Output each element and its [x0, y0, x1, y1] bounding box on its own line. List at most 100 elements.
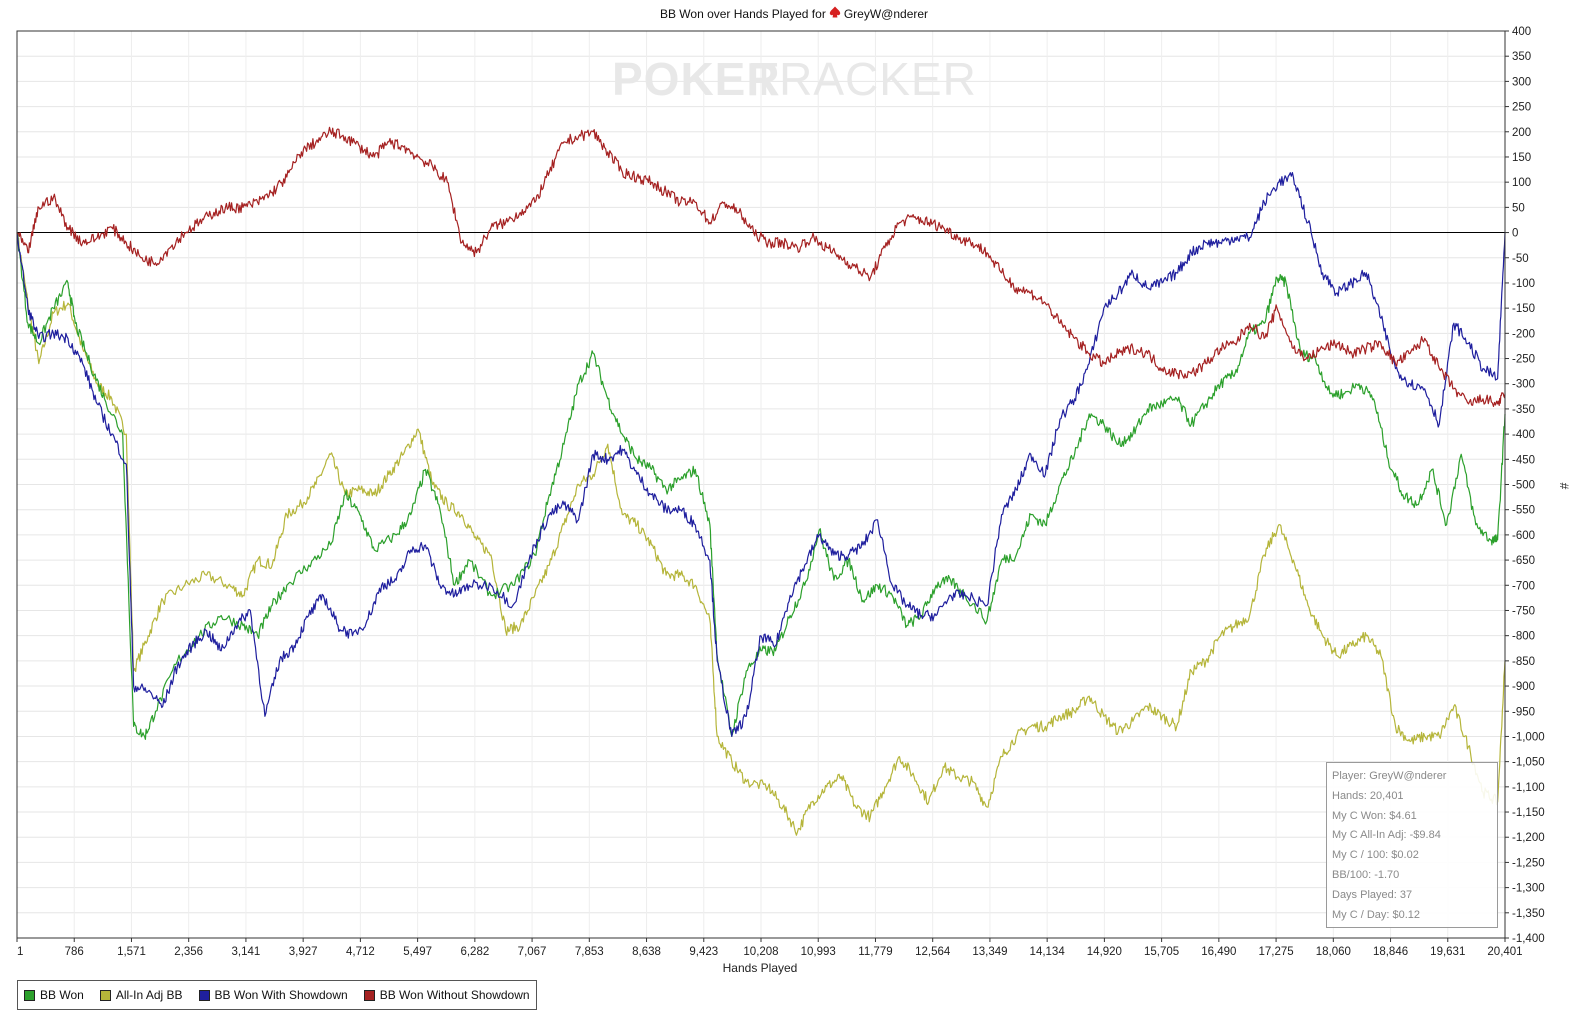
y-tick-label: -1,300: [1512, 883, 1545, 895]
legend-item-allin-adj[interactable]: All-In Adj BB: [99, 988, 183, 1002]
x-tick-label: 20,401: [1487, 946, 1522, 958]
grid-lines: [16, 30, 1506, 939]
x-tick-label: 2,356: [174, 946, 203, 958]
y-tick-label: -1,150: [1512, 807, 1545, 819]
y-axis-title: #: [1557, 483, 1571, 490]
y-tick-label: -1,000: [1512, 731, 1545, 743]
x-tick-label: 4,712: [346, 946, 375, 958]
y-tick-label: 400: [1512, 26, 1531, 38]
y-tick-label: -900: [1512, 681, 1535, 693]
x-tick-label: 12,564: [915, 946, 951, 958]
stats-per-100: My C / 100: $0.02: [1332, 849, 1419, 862]
y-tick-label: -200: [1512, 328, 1535, 340]
x-tick-label: 1: [17, 946, 23, 958]
x-tick-label: 18,846: [1373, 946, 1408, 958]
y-tick-label: -1,350: [1512, 908, 1545, 920]
x-tick-label: 1,571: [117, 946, 146, 958]
chart-title-player: GreyW@nderer: [843, 7, 929, 21]
y-tick-label: -150: [1512, 303, 1535, 315]
stats-bb-100: BB/100: -1.70: [1332, 868, 1400, 881]
y-tick-label: -500: [1512, 480, 1535, 492]
x-tick-label: 7,853: [575, 946, 604, 958]
y-axis: 400 350 300 250 200 150 100 50 0 -50 -100 -150 -200 -…: [1505, 26, 1545, 945]
x-axis: 1 786 1,571 2,356 3,141 3,927 4,712 5,497 6,282 7…: [16, 938, 1523, 958]
y-tick-label: -650: [1512, 555, 1535, 567]
y-tick-label: -850: [1512, 656, 1535, 668]
legend: BB Won All-In Adj BB BB Won With Showdow…: [17, 980, 537, 1010]
stats-allin-adj: My C All-In Adj: -$9.84: [1332, 829, 1441, 842]
x-tick-label: 14,920: [1087, 946, 1122, 958]
x-tick-label: 10,993: [801, 946, 836, 958]
y-tick-label: -1,050: [1512, 757, 1545, 769]
legend-label: BB Won With Showdown: [214, 988, 348, 1002]
y-tick-label: -450: [1512, 454, 1535, 466]
series-line-bb-won-with-showdown: [16, 172, 1506, 737]
x-tick-label: 18,060: [1316, 946, 1351, 958]
x-axis-title: Hands Played: [723, 961, 798, 975]
stats-won: My C Won: $4.61: [1332, 809, 1417, 822]
x-tick-label: 14,134: [1030, 946, 1066, 958]
x-tick-label: 17,275: [1258, 946, 1293, 958]
y-tick-label: 100: [1512, 177, 1531, 189]
legend-item-no-showdown[interactable]: BB Won Without Showdown: [363, 988, 530, 1002]
y-tick-label: -700: [1512, 580, 1535, 592]
series-line-all-in-adj-bb: [16, 232, 1506, 836]
y-tick-label: -600: [1512, 530, 1535, 542]
x-tick-label: 6,282: [460, 946, 489, 958]
x-tick-label: 15,705: [1144, 946, 1179, 958]
chart-title-text: BB Won over Hands Played for: [659, 7, 826, 21]
legend-item-bb-won[interactable]: BB Won: [24, 988, 84, 1002]
y-tick-label: -750: [1512, 605, 1535, 617]
legend-item-showdown[interactable]: BB Won With Showdown: [198, 988, 348, 1002]
stats-tooltip: Player: GreyW@nderer Hands: 20,401 My C …: [1326, 762, 1498, 928]
legend-label: BB Won Without Showdown: [379, 988, 530, 1002]
x-tick-label: 3,141: [232, 946, 261, 958]
x-tick-label: 16,490: [1201, 946, 1236, 958]
series-line-bb-won-without-showdown: [16, 126, 1506, 407]
y-tick-label: 50: [1512, 202, 1525, 214]
y-tick-label: -1,250: [1512, 857, 1545, 869]
x-tick-label: 9,423: [689, 946, 718, 958]
watermark-poker: POKER: [612, 53, 781, 105]
x-tick-label: 19,631: [1430, 946, 1465, 958]
y-tick-label: -800: [1512, 631, 1535, 643]
stats-days: Days Played: 37: [1332, 888, 1413, 901]
y-tick-label: -1,200: [1512, 832, 1545, 844]
legend-swatch: [24, 989, 35, 1001]
legend-swatch: [198, 989, 210, 1001]
y-tick-label: 150: [1512, 152, 1531, 164]
x-tick-label: 11,779: [858, 946, 892, 958]
y-tick-label: -550: [1512, 505, 1535, 517]
x-tick-label: 5,497: [403, 946, 432, 958]
y-tick-label: 350: [1512, 51, 1531, 63]
x-tick-label: 786: [65, 946, 84, 958]
legend-swatch: [363, 989, 375, 1001]
series-layer: [16, 126, 1506, 836]
x-tick-label: 7,067: [518, 946, 547, 958]
y-tick-label: -250: [1512, 354, 1535, 366]
y-tick-label: 200: [1512, 127, 1531, 139]
y-tick-label: -1,100: [1512, 782, 1545, 794]
y-tick-label: -50: [1512, 253, 1529, 265]
y-tick-label: 300: [1512, 76, 1531, 88]
series-line-bb-won: [16, 232, 1506, 740]
y-tick-label: 250: [1512, 102, 1531, 114]
stats-per-day: My C / Day: $0.12: [1332, 908, 1421, 921]
spade-suit-icon: [829, 6, 841, 21]
watermark-tracker: TRACKER: [750, 53, 977, 105]
x-tick-label: 8,638: [632, 946, 661, 958]
chart-title: BB Won over Hands Played for GreyW@nderer: [0, 6, 1588, 21]
y-tick-label: -950: [1512, 706, 1535, 718]
y-tick-label: -400: [1512, 429, 1535, 441]
y-tick-label: -100: [1512, 278, 1535, 290]
y-tick-label: -1,400: [1512, 933, 1545, 945]
legend-label: All-In Adj BB: [115, 988, 183, 1002]
stats-player: Player: GreyW@nderer: [1332, 770, 1447, 782]
y-tick-label: -350: [1512, 404, 1535, 416]
y-tick-label: -300: [1512, 379, 1535, 391]
stats-hands: Hands: 20,401: [1332, 789, 1404, 802]
watermark: POKER TRACKER: [612, 53, 977, 105]
x-tick-label: 13,349: [972, 946, 1007, 958]
y-tick-label: 0: [1512, 228, 1518, 240]
